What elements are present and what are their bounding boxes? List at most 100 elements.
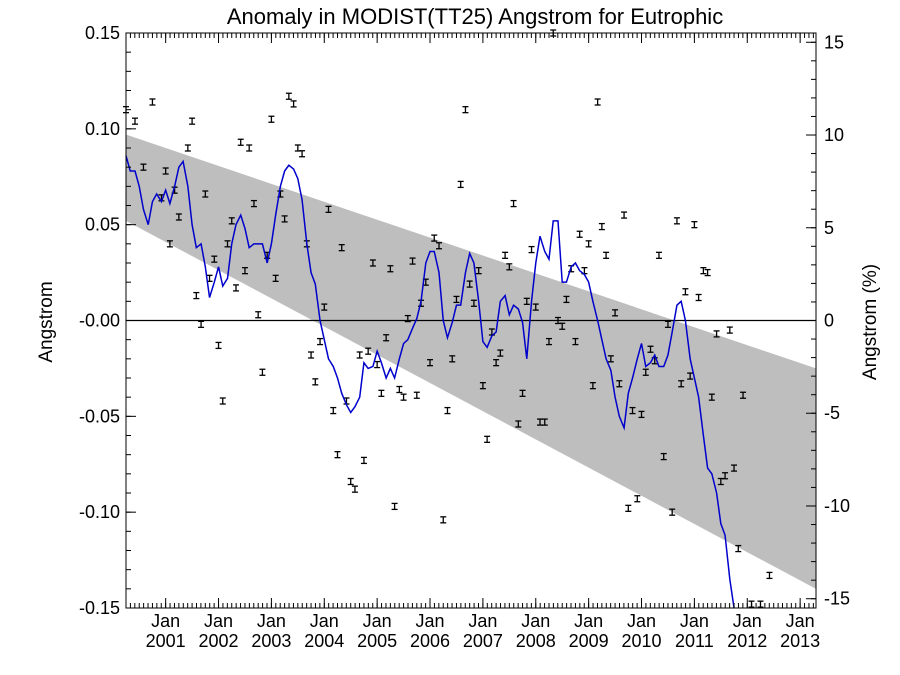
errorbar-point (241, 267, 248, 275)
y-left-tick-label: -0.00 (79, 311, 120, 331)
errorbar-point (184, 144, 191, 152)
errorbar-point (440, 516, 447, 524)
x-tick-month-label: Jan (151, 611, 180, 631)
errorbar-point (462, 106, 469, 114)
errorbar-point (290, 100, 297, 108)
errorbar-point (246, 144, 253, 152)
x-tick-month-label: Jan (310, 611, 339, 631)
errorbar-point (687, 372, 694, 380)
errorbar-point (457, 180, 464, 189)
errorbar-point (647, 345, 654, 353)
errorbar-point (321, 303, 328, 311)
errorbar-point (642, 368, 649, 376)
y-axis-right-title: Angstrom (%) (860, 264, 881, 380)
x-tick-month-label: Jan (204, 611, 233, 631)
y-right-tick-label: 10 (824, 125, 844, 145)
smoothed-line (125, 155, 735, 609)
errorbar-point (497, 349, 504, 357)
errorbar-point (607, 355, 614, 363)
errorbar-point (740, 391, 747, 399)
errorbar-point (612, 309, 619, 317)
x-tick-year-label: 2011 (675, 631, 714, 651)
x-tick-month-label: Jan (521, 611, 550, 631)
errorbar-point (409, 257, 416, 265)
errorbar-point (541, 418, 548, 426)
errorbar-point (268, 115, 275, 123)
errorbar-point (629, 406, 636, 415)
errorbar-point (413, 391, 420, 399)
x-tick-year-label: 2001 (146, 631, 186, 651)
x-tick-year-label: 2006 (410, 631, 450, 651)
errorbar-point (436, 242, 443, 250)
errorbar-point (285, 92, 292, 100)
chart-title: Anomaly in MODIST(TT25) Angstrom for Eut… (227, 4, 723, 29)
x-tick-year-label: 2010 (621, 631, 661, 651)
errorbar-point (219, 397, 226, 405)
errorbar-point (383, 334, 390, 342)
errorbar-point (391, 502, 398, 511)
errorbar-point (365, 347, 372, 355)
errorbar-point (559, 322, 566, 330)
x-tick-month-label: Jan (416, 611, 445, 631)
smoothed-line-series (125, 155, 735, 609)
errorbar-point (594, 98, 601, 106)
errorbar-point (700, 267, 707, 275)
y-left-tick-label: -0.05 (79, 406, 120, 426)
errorbar-point (259, 368, 266, 376)
y-axis-right: 15 10 5 0 -5 -10 -15 (806, 32, 850, 609)
y-left-tick-label: 0.15 (85, 23, 120, 43)
errorbar-point (356, 351, 363, 359)
errorbar-point (731, 464, 738, 472)
x-tick-month-label: Jan (627, 611, 656, 631)
errorbar-point (678, 380, 685, 388)
x-tick-year-label: 2005 (357, 631, 397, 651)
errorbar-point (766, 571, 773, 580)
errorbar-point (232, 284, 239, 292)
errorbar-point (691, 221, 698, 229)
errorbar-point (404, 314, 411, 323)
errorbar-point (228, 217, 235, 225)
errorbar-point (528, 245, 535, 254)
y-right-tick-label: -15 (824, 589, 850, 609)
x-tick-year-label: 2009 (569, 631, 609, 651)
errorbar-point (669, 508, 676, 516)
y-right-tick-label: -10 (824, 496, 850, 516)
errorbar-point (166, 240, 173, 248)
errorbar-point (198, 320, 205, 328)
y-left-tick-label: 0.05 (85, 215, 120, 235)
errorbar-point (351, 485, 358, 493)
errorbar-point (722, 472, 729, 480)
errorbar-point (299, 150, 306, 158)
x-axis: Jan2001Jan2002Jan2003Jan2004Jan2005Jan20… (125, 33, 820, 651)
x-tick-month-label: Jan (733, 611, 762, 631)
errorbar-point (325, 205, 332, 213)
y-right-tick-label: -5 (824, 403, 840, 423)
errorbar-point (638, 410, 645, 419)
errorbar-point (475, 267, 482, 275)
errorbar-point (625, 504, 632, 512)
errorbar-point (338, 244, 345, 252)
x-tick-month-label: Jan (257, 611, 286, 631)
errorbar-point (523, 297, 530, 305)
errorbar-point (317, 337, 324, 346)
errorbar-point (704, 268, 711, 277)
errorbar-point (378, 389, 385, 397)
errorbar-point (726, 326, 733, 334)
errorbar-point (545, 337, 552, 346)
errorbar-point (140, 163, 147, 171)
errorbar-point (453, 295, 460, 304)
errorbar-point (400, 393, 407, 401)
errorbar-point (162, 167, 169, 175)
errorbar-point (431, 234, 438, 242)
errorbar-point (695, 293, 702, 302)
y-left-tick-label: -0.10 (79, 502, 120, 522)
errorbar-point (515, 420, 522, 428)
errorbar-point (616, 380, 623, 388)
errorbar-point (308, 351, 315, 359)
x-tick-year-label: 2002 (199, 631, 239, 651)
errorbar-point (589, 382, 596, 390)
errorbar-point (563, 295, 570, 304)
x-tick-month-label: Jan (363, 611, 392, 631)
errorbar-point (493, 359, 500, 367)
x-tick-month-label: Jan (680, 611, 709, 631)
